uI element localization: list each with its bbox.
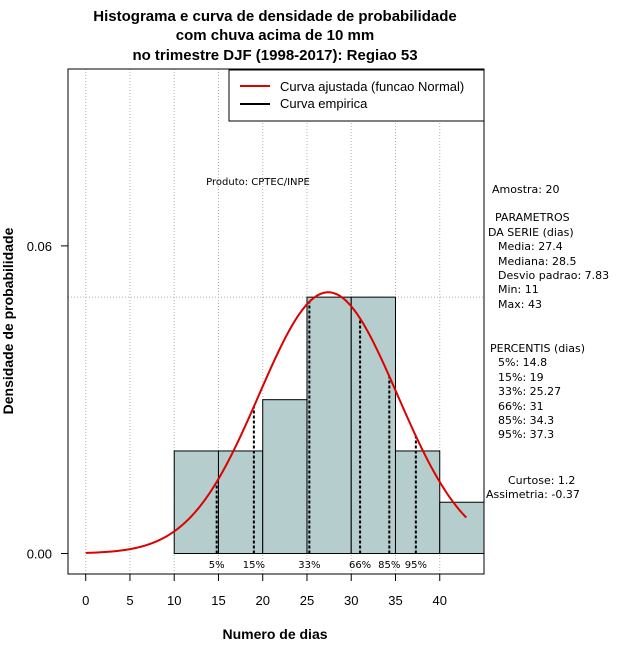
histogram-bar-6	[439, 501, 485, 554]
y-axis: 0.00 0.06	[27, 239, 69, 561]
x-tick-label-0: 0	[82, 593, 89, 608]
param-desvio: Desvio padrao: 7.83	[498, 269, 609, 282]
y-tick-label-1: 0.06	[27, 239, 52, 254]
histogram-bar-3	[306, 296, 352, 554]
x-tick-label-35: 35	[388, 593, 402, 608]
x-axis: 0 5 10 15 20 25 30 35 40	[82, 573, 447, 608]
chart-title-line-1: Histograma e curva de densidade de proba…	[93, 8, 456, 25]
x-axis-title: Numero de dias	[222, 626, 327, 642]
histogram-bar-4	[350, 296, 396, 554]
percentile-label-3: 66%	[349, 560, 371, 571]
param-min: Min: 11	[498, 283, 539, 296]
percentil-33: 33%: 25.27	[498, 385, 561, 398]
legend: Curva ajustada (funcao Normal) Curva emp…	[228, 69, 485, 122]
percentil-15: 15%: 19	[498, 371, 544, 384]
y-axis-title: Densidade de probabilidade	[0, 227, 16, 414]
chart-title-line-2: com chuva acima de 10 mm	[176, 27, 374, 44]
histogram-bar-5	[394, 450, 441, 554]
x-tick-label-20: 20	[255, 593, 269, 608]
normal-curve	[85, 291, 468, 554]
percentile-label-1: 15%	[243, 560, 265, 571]
curtose: Curtose: 1.2	[508, 474, 575, 487]
x-tick-label-40: 40	[433, 593, 447, 608]
normal-curve-path	[85, 291, 468, 554]
percentile-label-2: 33%	[298, 560, 320, 571]
x-tick-label-10: 10	[167, 593, 181, 608]
percentile-lines	[215, 301, 417, 554]
params-header-1: PARAMETROS	[495, 211, 570, 224]
y-tick-label-0: 0.00	[27, 546, 52, 561]
x-tick-label-25: 25	[300, 593, 314, 608]
param-media: Media: 27.4	[498, 240, 563, 253]
assimetria: Assimetria: -0.37	[486, 488, 580, 501]
x-tick-label-5: 5	[126, 593, 133, 608]
x-tick-label-15: 15	[211, 593, 225, 608]
histogram-bar-2	[262, 399, 308, 554]
percentile-labels: 5% 15% 33% 66% 85% 95%	[209, 560, 427, 571]
stats-panel: Amostra: 20 PARAMETROS DA SERIE (dias) M…	[486, 183, 609, 501]
histogram-bars	[173, 296, 485, 554]
x-tick-label-30: 30	[344, 593, 358, 608]
sample-size: Amostra: 20	[492, 183, 559, 196]
legend-label-normal: Curva ajustada (funcao Normal)	[280, 79, 464, 94]
percentile-label-4: 85%	[378, 560, 400, 571]
legend-label-empirical: Curva empirica	[280, 96, 368, 111]
percentis-header: PERCENTIS (dias)	[490, 342, 585, 355]
percentil-5: 5%: 14.8	[498, 356, 547, 369]
param-max: Max: 43	[498, 298, 542, 311]
legend-box	[228, 69, 485, 122]
params-header-2: DA SERIE (dias)	[488, 226, 574, 239]
histogram-bar-0	[173, 450, 219, 554]
param-mediana: Mediana: 28.5	[498, 255, 576, 268]
percentil-66: 66%: 31	[498, 400, 544, 413]
histogram-bar-1	[217, 450, 264, 554]
percentil-95: 95%: 37.3	[498, 428, 554, 441]
percentile-label-0: 5%	[209, 560, 225, 571]
product-label: Produto: CPTEC/INPE	[206, 177, 310, 188]
chart-title-line-3: no trimestre DJF (1998-2017): Regiao 53	[132, 47, 417, 64]
percentil-85: 85%: 34.3	[498, 414, 554, 427]
percentile-label-5: 95%	[405, 560, 427, 571]
